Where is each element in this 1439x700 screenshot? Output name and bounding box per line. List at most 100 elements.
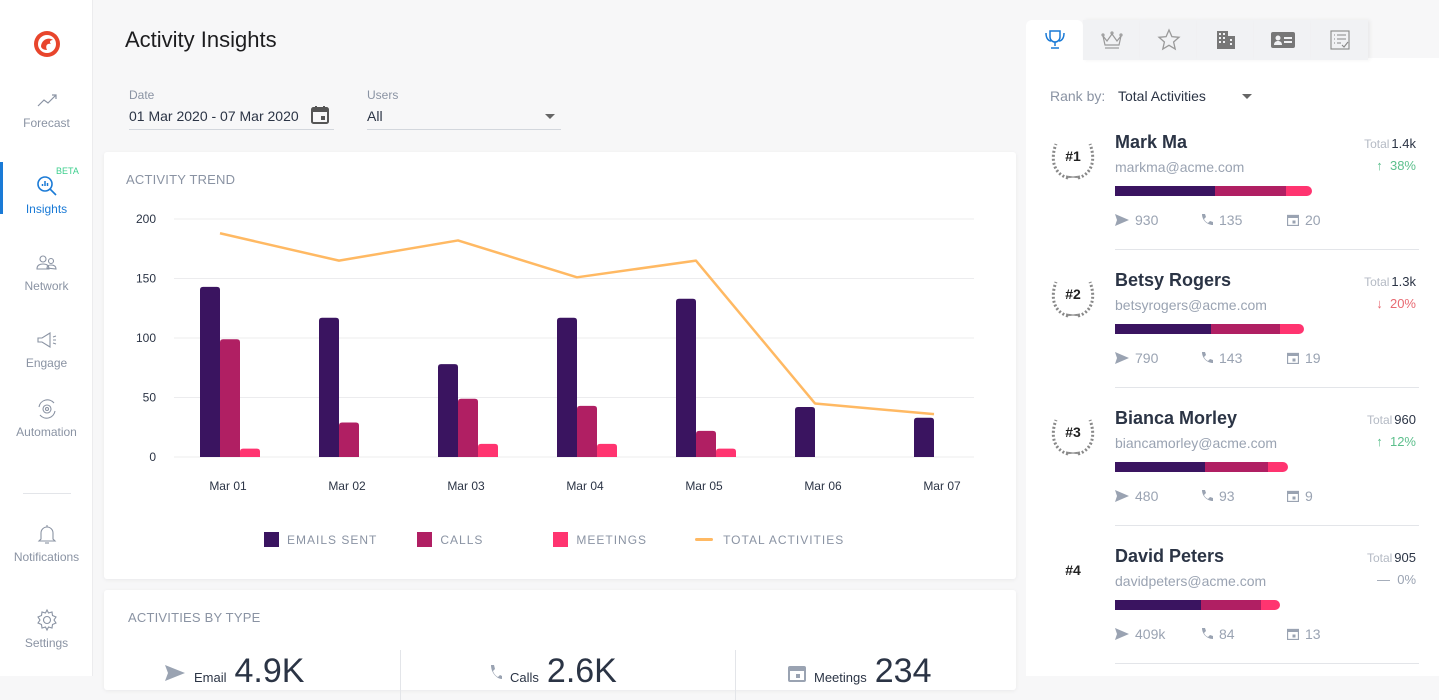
- checklist-icon: [1328, 28, 1352, 52]
- megaphone-icon: [35, 328, 59, 352]
- leaderboard-item[interactable]: #3 Bianca Morley biancamorley@acme.com T…: [1030, 396, 1420, 534]
- sidebar-item-network[interactable]: Network: [0, 251, 93, 293]
- person-email: davidpeters@acme.com: [1115, 573, 1266, 589]
- person-name[interactable]: Betsy Rogers: [1115, 270, 1231, 291]
- bar-calls: [339, 422, 359, 457]
- stat-email: Email 4.9K: [164, 652, 304, 691]
- x-tick-label: Mar 03: [447, 479, 485, 493]
- chevron-down-icon: [1242, 94, 1252, 99]
- person-name[interactable]: Bianca Morley: [1115, 408, 1237, 429]
- y-tick-label: 0: [149, 450, 156, 464]
- legend-label: MEETINGS: [576, 533, 647, 547]
- users-select-value: All: [367, 108, 383, 124]
- y-tick-label: 100: [136, 331, 156, 345]
- metric-meetings: 20: [1287, 212, 1373, 228]
- sidebar-item-automation[interactable]: Automation: [0, 397, 93, 439]
- x-tick-label: Mar 01: [209, 479, 247, 493]
- date-range-value: 01 Mar 2020 - 07 Mar 2020: [129, 108, 299, 124]
- divider: [1115, 387, 1419, 388]
- activity-breakdown-bar: [1115, 462, 1288, 472]
- stat-label: Meetings: [814, 670, 867, 685]
- bar-segment-emails: [1115, 600, 1201, 610]
- legend-item-calls[interactable]: CALLS: [417, 532, 483, 547]
- sidebar-item-notifications[interactable]: Notifications: [0, 522, 93, 564]
- app-logo[interactable]: [32, 29, 62, 59]
- divider: [1115, 249, 1419, 250]
- legend-item-total[interactable]: TOTAL ACTIVITIES: [695, 532, 844, 547]
- person-email: betsyrogers@acme.com: [1115, 297, 1267, 313]
- arrow-down-icon: ↓: [1376, 296, 1383, 311]
- sidebar-item-label: Settings: [25, 636, 68, 650]
- bar-emails: [438, 364, 458, 457]
- chevron-down-icon: [545, 114, 555, 119]
- legend-item-emails[interactable]: EMAILS SENT: [264, 532, 377, 547]
- tab-leaderboard[interactable]: [1026, 20, 1083, 60]
- total-label: Total: [1367, 551, 1392, 565]
- bar-emails: [200, 287, 220, 457]
- calendar-icon: [1287, 628, 1299, 640]
- sidebar-divider: [23, 493, 71, 494]
- leaderboard-item[interactable]: #2 Betsy Rogers betsyrogers@acme.com Tot…: [1030, 258, 1420, 396]
- tab-contacts[interactable]: [1254, 20, 1311, 60]
- bar-meetings: [240, 449, 260, 457]
- building-icon: [1214, 28, 1238, 52]
- legend-swatch-calls: [417, 532, 432, 547]
- date-range-picker[interactable]: 01 Mar 2020 - 07 Mar 2020: [129, 104, 334, 130]
- tab-crown[interactable]: [1083, 20, 1140, 60]
- bar-emails: [676, 299, 696, 457]
- bar-segment-calls: [1205, 462, 1267, 472]
- rank-by-label: Rank by:: [1050, 88, 1105, 104]
- bar-meetings: [478, 444, 498, 457]
- person-name[interactable]: David Peters: [1115, 546, 1224, 567]
- bar-segment-meetings: [1286, 186, 1312, 196]
- sidebar-item-engage[interactable]: Engage: [0, 328, 93, 370]
- bar-segment-calls: [1215, 186, 1286, 196]
- person-name[interactable]: Mark Ma: [1115, 132, 1187, 153]
- bar-segment-meetings: [1261, 600, 1281, 610]
- send-icon: [1115, 352, 1129, 364]
- rank-badge: #3: [1048, 424, 1098, 440]
- y-tick-label: 150: [136, 272, 156, 286]
- calendar-icon[interactable]: [310, 105, 330, 125]
- sidebar-item-forecast[interactable]: Forecast: [0, 88, 93, 130]
- activities-by-type-card: ACTIVITIES BY TYPE Email 4.9K Calls 2.6K…: [104, 590, 1016, 690]
- x-tick-label: Mar 05: [685, 479, 723, 493]
- tab-companies[interactable]: [1197, 20, 1254, 60]
- person-change: ↑ 38%: [1376, 158, 1416, 173]
- x-tick-label: Mar 06: [804, 479, 842, 493]
- calendar-icon: [1287, 214, 1299, 226]
- legend-label: CALLS: [440, 533, 483, 547]
- metric-emails: 480: [1115, 488, 1201, 504]
- sidebar-item-insights[interactable]: BETA Insights: [0, 174, 93, 216]
- metric-calls: 84: [1201, 626, 1287, 642]
- bar-emails: [319, 318, 339, 457]
- stat-value: 4.9K: [235, 652, 305, 691]
- bar-segment-emails: [1115, 186, 1215, 196]
- legend-label: TOTAL ACTIVITIES: [723, 533, 844, 547]
- x-tick-label: Mar 04: [566, 479, 604, 493]
- page-title: Activity Insights: [125, 27, 277, 53]
- gear-icon: [35, 608, 59, 632]
- chart-legend: EMAILS SENT CALLS MEETINGS TOTAL ACTIVIT…: [264, 532, 882, 547]
- total-label: Total: [1367, 413, 1392, 427]
- leaderboard-item[interactable]: #4 David Peters davidpeters@acme.com Tot…: [1030, 534, 1420, 672]
- beta-badge: BETA: [56, 166, 79, 176]
- bar-segment-emails: [1115, 462, 1205, 472]
- stat-value: 2.6K: [547, 652, 617, 691]
- insights-icon: [35, 174, 59, 198]
- phone-icon: [1201, 352, 1213, 364]
- tab-star[interactable]: [1140, 20, 1197, 60]
- metric-calls: 93: [1201, 488, 1287, 504]
- sidebar-item-settings[interactable]: Settings: [0, 608, 93, 650]
- person-change: ↑ 12%: [1376, 434, 1416, 449]
- tab-tasks[interactable]: [1311, 20, 1368, 60]
- legend-item-meetings[interactable]: MEETINGS: [553, 532, 647, 547]
- bar-emails: [914, 418, 934, 457]
- bar-calls: [696, 431, 716, 457]
- rank-by-select[interactable]: Total Activities: [1118, 88, 1260, 104]
- automation-icon: [35, 397, 59, 421]
- users-select[interactable]: All: [367, 104, 561, 130]
